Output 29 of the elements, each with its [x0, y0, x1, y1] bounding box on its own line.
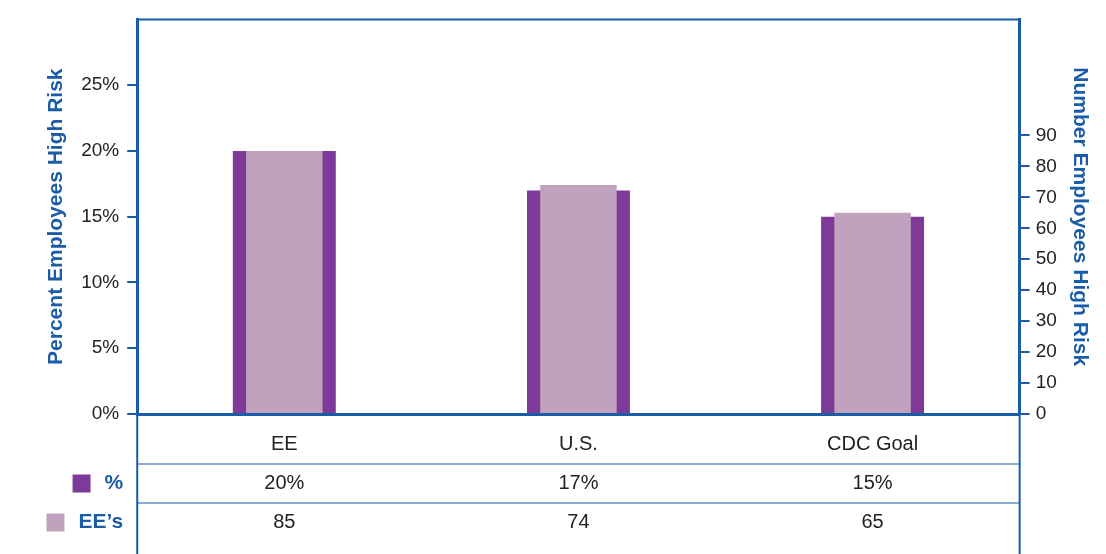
y2-tick-label: 40: [1035, 278, 1057, 300]
y2-tick-label: 50: [1035, 247, 1057, 269]
y-axis-title: Percent Employees High Risk: [43, 68, 67, 365]
y2-tick-label: 80: [1035, 154, 1057, 176]
data-label: 17%: [558, 471, 599, 494]
data-label: 74: [567, 510, 590, 533]
y2-tick-label: 90: [1035, 123, 1057, 145]
y-tick-label: 15%: [81, 204, 120, 226]
y2-axis-title: Number Employees High Risk: [1069, 67, 1093, 367]
data-label: 65: [861, 510, 884, 533]
x-tick-label: CDC Goal: [827, 431, 919, 454]
data-label: 15%: [852, 471, 893, 494]
data-label: 20%: [264, 471, 305, 494]
y-tick-label: 0%: [91, 402, 120, 424]
y-tick-label: 25%: [81, 73, 120, 95]
data-label: 85: [273, 510, 296, 533]
x-tick-label: U.S.: [558, 431, 598, 454]
y-tick-label: 5%: [91, 336, 120, 358]
y2-tick-label: 70: [1035, 185, 1057, 207]
y2-tick-label: 0: [1035, 402, 1047, 424]
y2-tick-label: 30: [1035, 309, 1057, 331]
legend-label: EE’s: [78, 509, 124, 533]
y-tick-label: 10%: [81, 270, 120, 292]
y2-tick-label: 10: [1035, 371, 1057, 393]
y-tick-label: 20%: [81, 139, 120, 161]
y2-tick-label: 60: [1035, 216, 1057, 238]
legend-label: %: [104, 470, 124, 494]
x-tick-label: EE: [270, 431, 298, 454]
y2-tick-label: 20: [1035, 340, 1057, 362]
